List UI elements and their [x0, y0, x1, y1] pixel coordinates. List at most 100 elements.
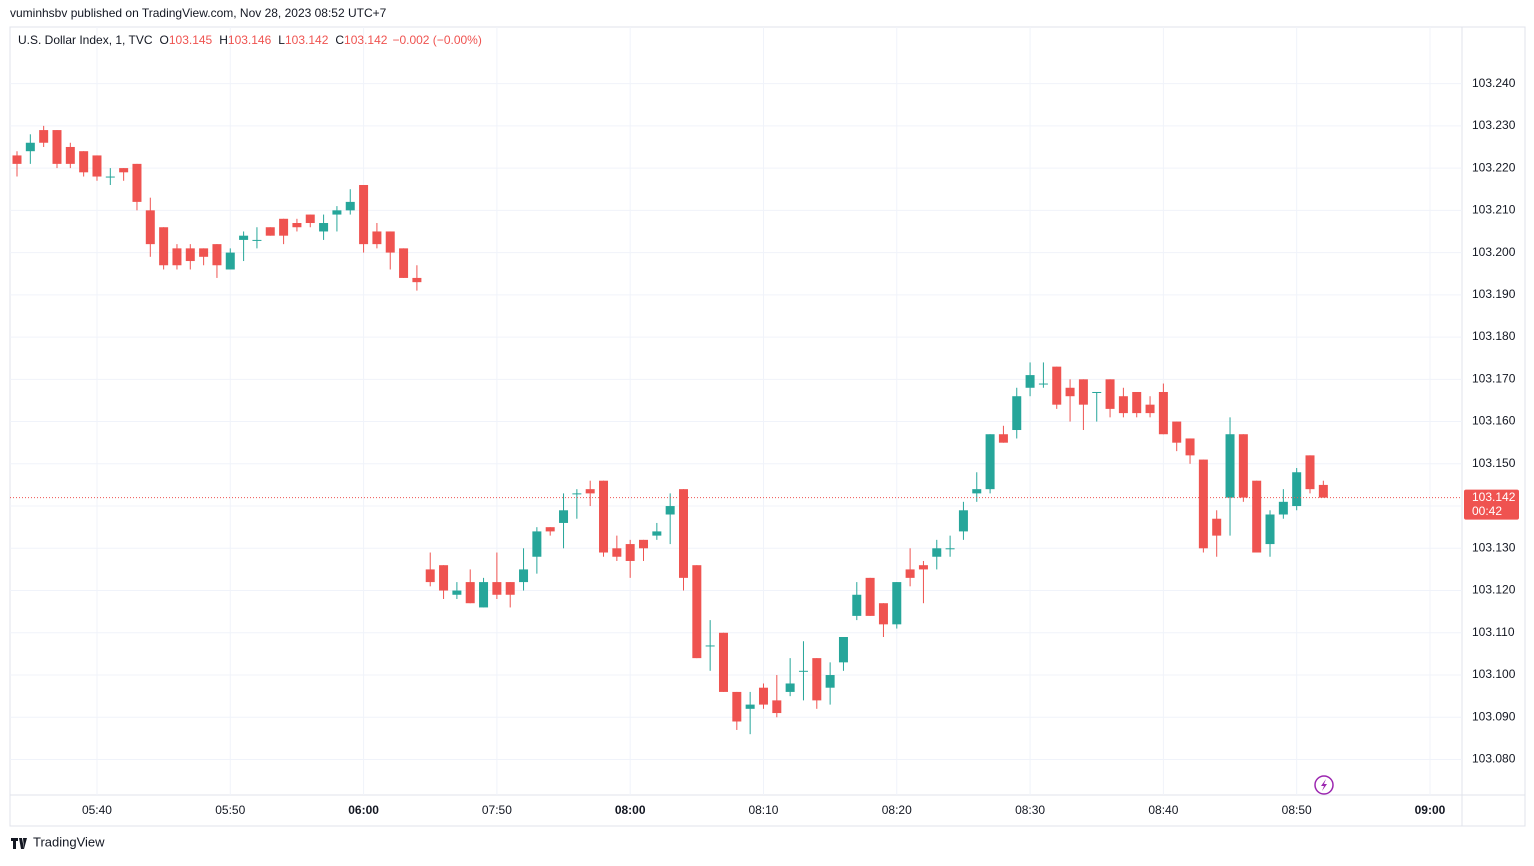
candle-body	[12, 155, 22, 164]
candle-body	[1305, 455, 1315, 490]
candle-body	[865, 577, 875, 616]
symbol: U.S. Dollar Index, 1, TVC	[18, 33, 153, 47]
candle-body	[519, 569, 529, 583]
y-tick-label: 103.160	[1472, 414, 1516, 428]
candle-body	[439, 565, 449, 591]
x-tick-label: 08:50	[1282, 803, 1312, 817]
candle-body	[372, 231, 382, 245]
candle-body	[505, 582, 515, 595]
y-tick-label: 103.200	[1472, 245, 1516, 259]
lightning-icon	[1314, 775, 1334, 795]
legend-value: 103.142	[344, 33, 388, 47]
candle-body	[199, 248, 209, 257]
candle-body	[1038, 383, 1048, 385]
candle-body	[679, 489, 688, 578]
candle-body	[279, 218, 289, 236]
candle-body	[52, 130, 62, 164]
candle-body	[119, 168, 129, 173]
last-price-label: 103.142	[1472, 490, 1516, 504]
legend-value: 103.146	[228, 33, 272, 47]
candle-body	[292, 223, 302, 228]
candle-body	[1278, 501, 1288, 515]
candle-body	[945, 548, 955, 550]
candle-body	[825, 675, 835, 688]
x-tick-label: 07:50	[482, 803, 512, 817]
candle-body	[1225, 434, 1235, 498]
candle-body	[452, 590, 462, 595]
footer: TradingView	[33, 834, 105, 849]
candle-body	[1252, 480, 1262, 553]
candle-body	[639, 539, 649, 549]
candle-body	[1025, 375, 1035, 388]
candle-body	[1065, 387, 1075, 397]
y-tick-label: 103.130	[1472, 540, 1516, 554]
candle-body	[159, 227, 169, 266]
candle-body	[532, 531, 542, 557]
candle-body	[92, 155, 102, 177]
y-tick-label: 103.230	[1472, 118, 1516, 132]
candle-body	[492, 582, 502, 595]
candle-body	[1052, 366, 1062, 405]
candle-body	[972, 489, 982, 494]
candle-body	[1145, 404, 1155, 414]
candle-body	[385, 231, 395, 253]
x-tick-label: 05:50	[215, 803, 245, 817]
candle-body	[399, 248, 409, 278]
y-tick-label: 103.150	[1472, 456, 1516, 470]
y-tick-label: 103.170	[1472, 371, 1516, 385]
candle-body	[852, 594, 862, 616]
candle-body	[745, 704, 755, 709]
candle-body	[1118, 396, 1128, 414]
y-tick-label: 103.180	[1472, 329, 1516, 343]
candle-body	[1238, 434, 1248, 498]
legend-value: 103.142	[285, 33, 329, 47]
candle-body	[412, 277, 422, 283]
candle-body	[479, 582, 489, 608]
x-tick-label: 08:30	[1015, 803, 1045, 817]
candle-body	[145, 210, 155, 245]
candle-body	[905, 569, 915, 578]
legend-change: −0.002 (−0.00%)	[392, 33, 481, 47]
legend-key: L	[278, 33, 285, 47]
candle-body	[838, 637, 848, 663]
x-tick-label: 09:00	[1415, 803, 1446, 817]
x-tick-label: 08:10	[748, 803, 778, 817]
candle-body	[705, 645, 715, 647]
candle-body	[625, 544, 635, 561]
candle-body	[105, 176, 115, 178]
candle-body	[345, 201, 355, 211]
candle-body	[425, 569, 435, 583]
candle-body	[212, 244, 222, 266]
candle-body	[319, 223, 329, 232]
candle-body	[958, 510, 968, 532]
footer-logo	[11, 838, 27, 849]
frame	[9, 26, 1526, 827]
candle-body	[1158, 391, 1168, 435]
last-price-box	[1464, 489, 1519, 520]
candle-body	[79, 151, 89, 173]
candle-body	[252, 239, 262, 241]
candle-body	[585, 489, 595, 494]
candle-body	[1132, 391, 1142, 414]
candle-body	[892, 582, 902, 625]
candle-body	[465, 582, 475, 604]
candle-body	[239, 235, 249, 240]
y-tick-label: 103.100	[1472, 667, 1516, 681]
candle-body	[692, 565, 702, 659]
candle-body	[1092, 391, 1102, 393]
y-tick-label: 103.190	[1472, 287, 1516, 301]
candle-body	[305, 214, 315, 224]
candle-body	[718, 632, 728, 692]
candle-body	[332, 210, 342, 215]
y-tick-label: 103.220	[1472, 160, 1516, 174]
legend-key: O	[160, 33, 169, 47]
candle-body	[1078, 379, 1088, 405]
candle-body	[612, 548, 622, 557]
x-tick-label: 08:00	[615, 803, 646, 817]
candle-body	[918, 565, 928, 570]
candle-body	[758, 687, 768, 705]
countdown: 00:42	[1472, 504, 1502, 518]
y-tick-label: 103.210	[1472, 203, 1516, 217]
candle-body	[39, 130, 49, 143]
